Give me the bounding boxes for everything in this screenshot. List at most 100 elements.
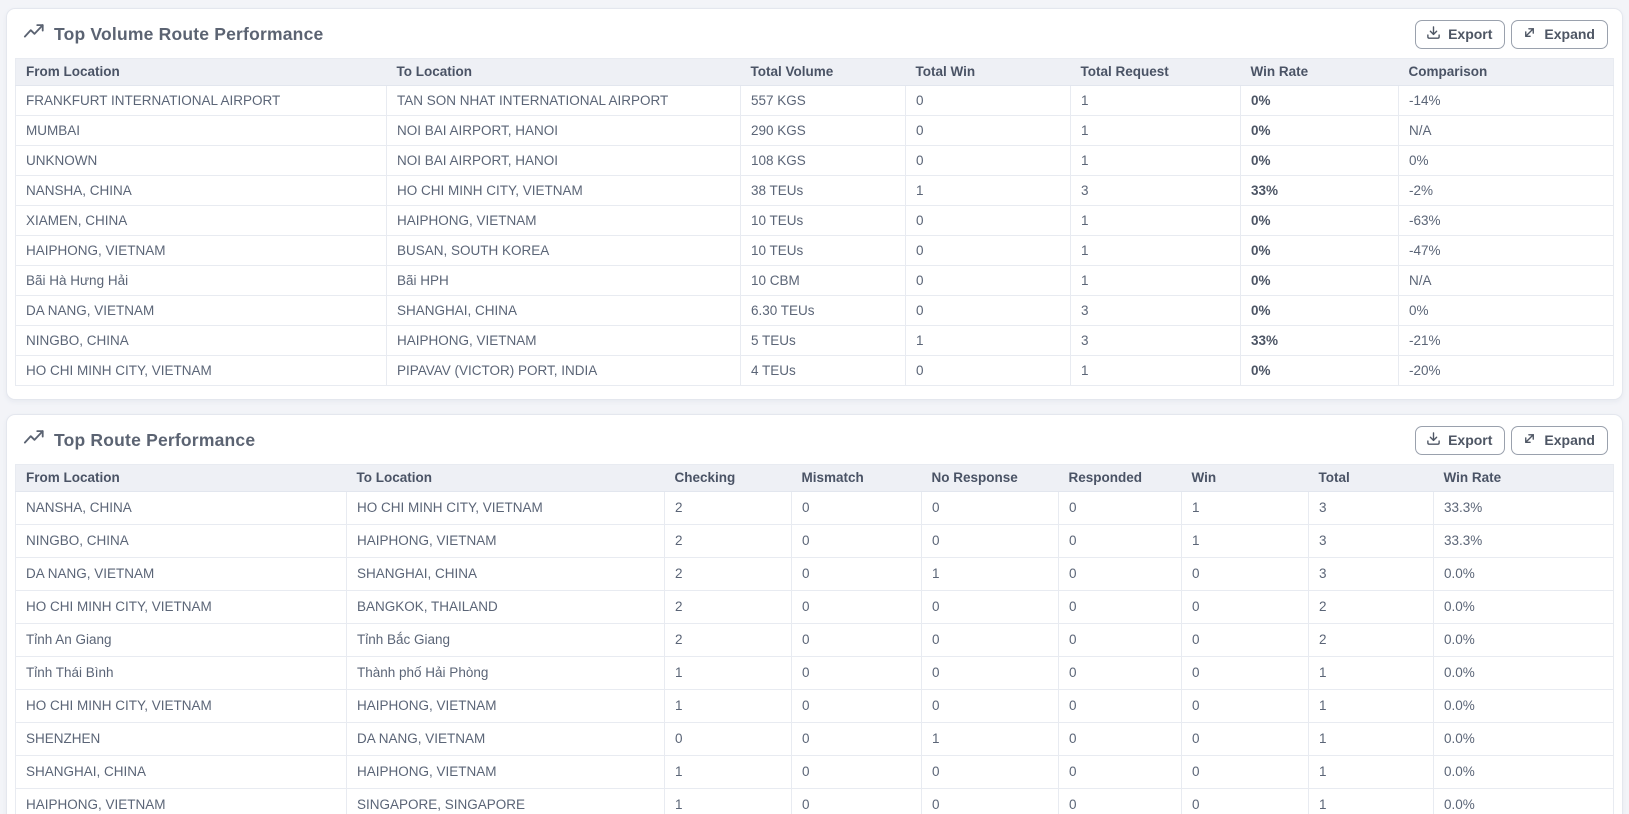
table-cell: 0.0% xyxy=(1433,722,1614,756)
table-row: Tỉnh Thái Bình Thành phố Hải Phòng 1 0 0 0 0 1 0… xyxy=(15,656,1614,690)
table-cell: 0% xyxy=(1240,115,1399,146)
table-cell: 2 xyxy=(1308,590,1434,624)
table-cell: 0 xyxy=(1181,722,1309,756)
table-cell: 0 xyxy=(1181,590,1309,624)
table-cell: 1 xyxy=(1070,205,1241,236)
table-cell: 1 xyxy=(1070,85,1241,116)
table-cell: 2 xyxy=(664,524,792,558)
table-cell: 0 xyxy=(1058,491,1182,525)
table-cell: 0 xyxy=(1058,689,1182,723)
table-cell: 0 xyxy=(1058,524,1182,558)
column-header: Total xyxy=(1308,464,1434,492)
table-cell: 0 xyxy=(791,755,922,789)
expand-button[interactable]: Expand xyxy=(1511,20,1608,49)
table-cell: 33.3% xyxy=(1433,491,1614,525)
table-cell: 0 xyxy=(791,590,922,624)
table-cell: 0 xyxy=(1058,755,1182,789)
table-cell: 0% xyxy=(1398,295,1614,326)
export-button[interactable]: Export xyxy=(1415,20,1506,49)
table-cell: 0 xyxy=(905,235,1071,266)
table-cell: 0% xyxy=(1240,235,1399,266)
table-cell: 2 xyxy=(664,491,792,525)
column-header: Responded xyxy=(1058,464,1182,492)
table-cell: 0 xyxy=(1181,623,1309,657)
table-cell: 0 xyxy=(921,524,1059,558)
top-route-performance-table: From Location To Location Checking Mismatch… xyxy=(15,463,1614,814)
table-cell: 0 xyxy=(1058,656,1182,690)
table-row: DA NANG, VIETNAM SHANGHAI, CHINA 6.30 TEUs… xyxy=(15,295,1614,326)
card-title: Top Route Performance xyxy=(23,427,255,454)
table-cell: 3 xyxy=(1308,491,1434,525)
table-cell: HAIPHONG, VIETNAM xyxy=(346,755,665,789)
table-cell: 10 CBM xyxy=(740,265,906,296)
table-cell: 0 xyxy=(905,85,1071,116)
table-row: MUMBAI NOI BAI AIRPORT, HANOI 290 KGS 0 1 0% N… xyxy=(15,115,1614,146)
table-cell: HO CHI MINH CITY, VIETNAM xyxy=(15,590,347,624)
column-header: Checking xyxy=(664,464,792,492)
table-cell: 108 KGS xyxy=(740,145,906,176)
expand-button[interactable]: Expand xyxy=(1511,425,1608,455)
diagonal-expand-arrows-icon xyxy=(1522,25,1537,44)
card-actions: Export Expand xyxy=(1415,20,1608,49)
column-header: From Location xyxy=(15,58,387,86)
table-cell: HAIPHONG, VIETNAM xyxy=(386,325,741,356)
table-cell: 10 TEUs xyxy=(740,235,906,266)
table-cell: NINGBO, CHINA xyxy=(15,325,387,356)
table-cell: 0 xyxy=(905,265,1071,296)
table-cell: 1 xyxy=(1308,689,1434,723)
table-cell: 0 xyxy=(791,722,922,756)
table-cell: SHANGHAI, CHINA xyxy=(15,755,347,789)
table-cell: 0 xyxy=(791,557,922,591)
top-route-performance-card: Top Route Performance Export xyxy=(6,413,1623,814)
table-cell: 6.30 TEUs xyxy=(740,295,906,326)
table-header: From Location To Location Checking Mismatch… xyxy=(15,464,1614,492)
table-cell: 3 xyxy=(1308,557,1434,591)
table-cell: 0 xyxy=(1181,557,1309,591)
table-row: HO CHI MINH CITY, VIETNAM PIPAVAV (VICTOR… xyxy=(15,355,1614,386)
table-cell: 0.0% xyxy=(1433,755,1614,789)
table-cell: 0% xyxy=(1398,145,1614,176)
table-cell: 0.0% xyxy=(1433,788,1614,814)
top-volume-route-performance-card: Top Volume Route Performance Export xyxy=(6,8,1623,400)
column-header: Total Volume xyxy=(740,58,906,86)
table-cell: SHENZHEN xyxy=(15,722,347,756)
table-body: FRANKFURT INTERNATIONAL AIRPORT TAN SON N… xyxy=(15,85,1614,386)
table-cell: 0 xyxy=(791,524,922,558)
table-cell: 0 xyxy=(791,623,922,657)
table-cell: HAIPHONG, VIETNAM xyxy=(386,205,741,236)
export-button[interactable]: Export xyxy=(1415,425,1506,455)
table-cell: 1 xyxy=(921,722,1059,756)
table-cell: Tỉnh Bắc Giang xyxy=(346,623,665,657)
table-cell: 10 TEUs xyxy=(740,205,906,236)
table-cell: HO CHI MINH CITY, VIETNAM xyxy=(386,175,741,206)
table-cell: Tỉnh Thái Bình xyxy=(15,656,347,690)
table-cell: 1 xyxy=(1308,755,1434,789)
table-cell: 557 KGS xyxy=(740,85,906,116)
table-cell: Tỉnh An Giang xyxy=(15,623,347,657)
column-header: Mismatch xyxy=(791,464,922,492)
table-cell: 1 xyxy=(1181,524,1309,558)
table-cell: NOI BAI AIRPORT, HANOI xyxy=(386,145,741,176)
table-cell: 3 xyxy=(1070,325,1241,356)
table-cell: SHANGHAI, CHINA xyxy=(346,557,665,591)
table-cell: 0.0% xyxy=(1433,623,1614,657)
table-cell: 0 xyxy=(921,491,1059,525)
table-cell: 0 xyxy=(791,689,922,723)
table-cell: 290 KGS xyxy=(740,115,906,146)
table-cell: 1 xyxy=(1308,788,1434,814)
column-header: To Location xyxy=(346,464,665,492)
table-cell: -63% xyxy=(1398,205,1614,236)
table-cell: HO CHI MINH CITY, VIETNAM xyxy=(346,491,665,525)
table-cell: SHANGHAI, CHINA xyxy=(386,295,741,326)
table-cell: 0 xyxy=(1181,755,1309,789)
table-row: UNKNOWN NOI BAI AIRPORT, HANOI 108 KGS 0 1 0%… xyxy=(15,145,1614,176)
table-cell: 0% xyxy=(1240,265,1399,296)
table-cell: NINGBO, CHINA xyxy=(15,524,347,558)
card-title-text: Top Route Performance xyxy=(54,429,256,450)
table-cell: N/A xyxy=(1398,265,1614,296)
table-cell: 1 xyxy=(921,557,1059,591)
trending-up-icon xyxy=(23,427,45,454)
column-header: Total Win xyxy=(905,58,1071,86)
table-cell: 33% xyxy=(1240,325,1399,356)
table-cell: 33.3% xyxy=(1433,524,1614,558)
